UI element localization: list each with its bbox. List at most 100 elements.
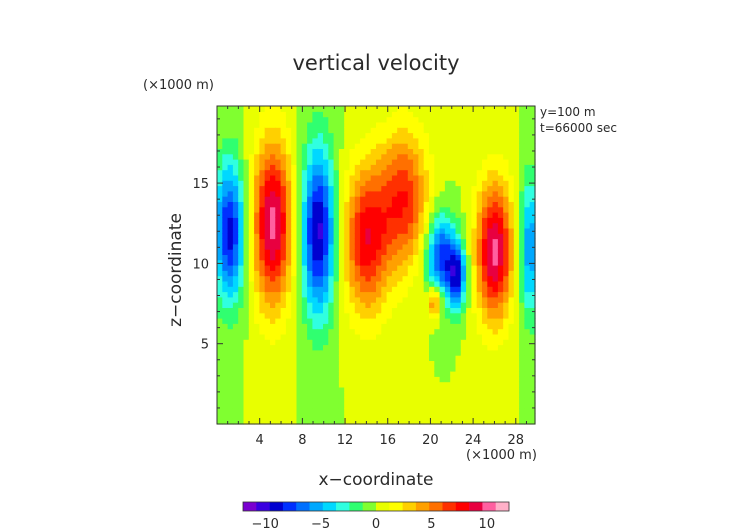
heatmap-cell xyxy=(386,318,393,324)
heatmap-cell xyxy=(254,254,260,261)
heatmap-cell xyxy=(471,137,478,144)
heatmap-cell xyxy=(476,243,483,250)
heatmap-cell xyxy=(429,243,435,250)
heatmap-cell xyxy=(259,413,266,420)
heatmap-cell xyxy=(519,222,525,229)
heatmap-cell xyxy=(360,137,366,144)
heatmap-cell xyxy=(238,212,245,218)
heatmap-cell xyxy=(513,265,520,271)
heatmap-cell xyxy=(328,196,335,202)
heatmap-cell xyxy=(365,233,372,240)
heatmap-cell xyxy=(407,222,414,229)
heatmap-cell xyxy=(360,132,366,139)
heatmap-cell xyxy=(222,344,229,351)
heatmap-cell xyxy=(301,265,308,271)
heatmap-cell xyxy=(238,222,245,229)
heatmap-cell xyxy=(450,302,457,308)
heatmap-cell xyxy=(460,275,467,282)
heatmap-cell xyxy=(407,381,414,388)
heatmap-cell xyxy=(333,212,340,218)
heatmap-cell xyxy=(370,227,377,234)
heatmap-cell xyxy=(466,291,472,298)
heatmap-cell xyxy=(254,397,260,404)
heatmap-cell xyxy=(344,212,351,218)
heatmap-cell xyxy=(513,127,520,134)
heatmap-cell xyxy=(264,153,271,160)
heatmap-cell xyxy=(307,371,313,377)
heatmap-cell xyxy=(381,296,388,303)
heatmap-cell xyxy=(487,360,494,367)
heatmap-cell xyxy=(391,137,398,144)
heatmap-cell xyxy=(413,328,419,335)
heatmap-cell xyxy=(418,339,425,346)
heatmap-cell xyxy=(259,381,266,388)
heatmap-cell xyxy=(227,259,234,266)
heatmap-cell xyxy=(397,381,404,388)
heatmap-cell xyxy=(291,159,298,165)
heatmap-cell xyxy=(439,355,446,361)
heatmap-cell xyxy=(264,402,271,409)
heatmap-cell xyxy=(466,132,472,139)
heatmap-cell xyxy=(497,148,504,155)
heatmap-cell xyxy=(487,233,494,240)
heatmap-cell xyxy=(307,381,313,388)
heatmap-cell xyxy=(248,206,255,213)
heatmap-cell xyxy=(222,291,229,298)
heatmap-cell xyxy=(275,270,282,277)
heatmap-cell xyxy=(503,349,510,356)
heatmap-cell xyxy=(291,153,298,160)
heatmap-cell xyxy=(413,148,419,155)
heatmap-cell xyxy=(280,174,287,181)
heatmap-cell xyxy=(508,180,515,187)
heatmap-cell xyxy=(291,185,298,192)
heatmap-cell xyxy=(497,275,504,282)
heatmap-cell xyxy=(264,328,271,335)
heatmap-cell xyxy=(391,233,398,240)
heatmap-cell xyxy=(227,371,234,377)
heatmap-cell xyxy=(386,355,393,361)
heatmap-cell xyxy=(471,296,478,303)
heatmap-cell xyxy=(285,392,292,399)
heatmap-cell xyxy=(407,185,414,192)
heatmap-cell xyxy=(429,190,435,197)
heatmap-cell xyxy=(386,196,393,202)
heatmap-cell xyxy=(280,286,287,293)
heatmap-cell xyxy=(264,116,271,123)
heatmap-cell xyxy=(222,196,229,202)
heatmap-cell xyxy=(482,174,488,181)
heatmap-cell xyxy=(227,355,234,361)
heatmap-cell xyxy=(476,201,483,208)
heatmap-cell xyxy=(280,238,287,245)
heatmap-cell xyxy=(248,227,255,234)
heatmap-cell xyxy=(482,328,488,335)
heatmap-cell xyxy=(264,180,271,187)
heatmap-cell xyxy=(344,280,351,287)
heatmap-cell xyxy=(344,333,351,340)
heatmap-cell xyxy=(354,265,361,271)
heatmap-cell xyxy=(227,106,234,112)
heatmap-cell xyxy=(301,344,308,351)
heatmap-cell xyxy=(434,243,441,250)
heatmap-cell xyxy=(270,222,276,229)
heatmap-cell xyxy=(450,206,457,213)
heatmap-cell xyxy=(338,190,345,197)
heatmap-cell xyxy=(476,402,483,409)
heatmap-cell xyxy=(296,349,303,356)
heatmap-cell xyxy=(360,344,366,351)
heatmap-cell xyxy=(460,270,467,277)
heatmap-cell xyxy=(376,111,382,118)
heatmap-cell xyxy=(344,132,351,139)
heatmap-cell xyxy=(312,286,319,293)
heatmap-cell xyxy=(529,169,536,176)
heatmap-cell xyxy=(476,206,483,213)
heatmap-cell xyxy=(285,116,292,123)
heatmap-cell xyxy=(386,323,393,330)
heatmap-cell xyxy=(460,132,467,139)
heatmap-cell xyxy=(482,323,488,330)
heatmap-cell xyxy=(444,111,451,118)
heatmap-cell xyxy=(328,153,335,160)
heatmap-cell xyxy=(429,291,435,298)
heatmap-cell xyxy=(513,238,520,245)
heatmap-cell xyxy=(386,201,393,208)
heatmap-cell xyxy=(407,349,414,356)
